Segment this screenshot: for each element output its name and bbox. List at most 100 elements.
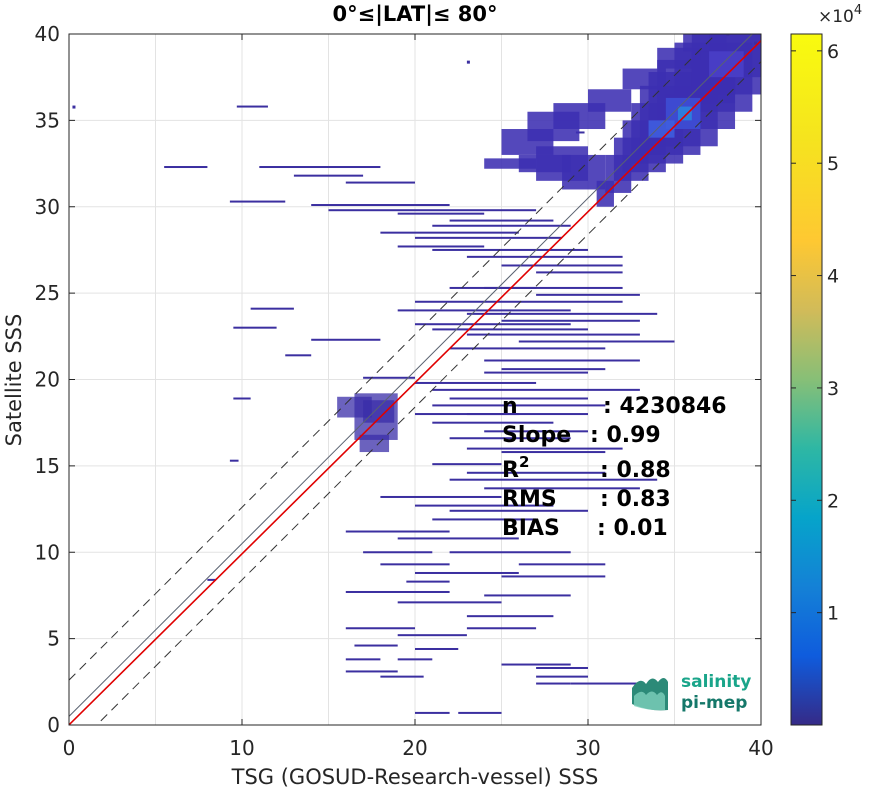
data-streak	[345, 590, 450, 593]
data-streak	[536, 682, 571, 685]
x-tick-label: 10	[229, 736, 254, 760]
colorbar-tick-label: 6	[827, 41, 839, 63]
data-streak	[397, 537, 519, 540]
data-streak	[397, 601, 502, 604]
salinity-pi-mep-logo: salinity pi-mep	[632, 672, 751, 713]
data-streak	[466, 413, 588, 416]
data-streak	[536, 293, 640, 296]
upper-bound-line	[69, 34, 717, 681]
data-streak	[397, 245, 485, 248]
data-streak	[449, 437, 571, 440]
data-streak	[236, 105, 268, 108]
data-point	[754, 41, 758, 45]
stats-value: : 0.01	[597, 516, 668, 541]
data-streak	[415, 711, 450, 714]
reference-lines	[69, 34, 761, 725]
y-tick-label: 30	[35, 195, 60, 219]
data-streak	[259, 166, 381, 169]
stats-label: n	[502, 394, 518, 419]
data-streak	[484, 286, 623, 289]
stats-value: : 0.99	[590, 423, 661, 448]
data-streak	[536, 666, 588, 669]
data-streak	[449, 478, 658, 481]
y-tick-label: 40	[35, 22, 60, 46]
data-streak	[432, 328, 588, 331]
data-streak	[415, 571, 519, 574]
data-streak	[466, 255, 623, 258]
sparse-cluster	[337, 393, 398, 453]
data-streak	[229, 459, 239, 462]
data-streak	[501, 368, 606, 371]
stats-value: : 0.83	[600, 487, 671, 512]
x-axis-ticks: 0 10 20 30 40	[63, 34, 774, 760]
stats-label: Slope	[502, 423, 571, 448]
data-streak	[466, 333, 640, 336]
data-streak	[466, 447, 623, 450]
data-streak	[345, 181, 415, 184]
data-streak	[518, 563, 606, 566]
data-streak	[397, 212, 485, 215]
horizontal-streaks	[164, 105, 675, 714]
data-streak	[380, 563, 450, 566]
data-point	[72, 105, 76, 109]
data-streak	[466, 627, 537, 630]
density-cell	[657, 47, 701, 69]
colorbar-tick-label: 2	[827, 490, 839, 512]
isolated-points	[72, 34, 758, 109]
data-streak	[501, 264, 623, 267]
data-streak	[285, 354, 312, 357]
data-streak	[466, 615, 554, 618]
data-streak	[536, 675, 588, 678]
density-cell	[683, 34, 727, 52]
data-streak	[570, 682, 640, 685]
x-tick-label: 20	[402, 736, 427, 760]
data-streak	[432, 248, 588, 251]
density-cell	[588, 89, 632, 112]
data-streak	[363, 376, 415, 379]
data-streak	[466, 312, 658, 315]
data-streak	[380, 231, 519, 234]
y-tick-label: 15	[35, 454, 60, 478]
data-streak	[415, 300, 623, 303]
data-streak	[354, 644, 398, 647]
data-streak	[233, 326, 277, 329]
density-hotspot	[709, 51, 744, 78]
data-streak	[311, 338, 381, 341]
data-streak	[415, 647, 459, 650]
data-streak	[397, 634, 467, 637]
y-tick-label: 0	[47, 713, 60, 737]
data-streak	[397, 658, 433, 661]
data-streak	[432, 421, 554, 424]
data-streak	[345, 627, 415, 630]
data-streak	[415, 323, 571, 326]
data-streak	[432, 388, 640, 391]
data-streak	[380, 675, 424, 678]
density-cell	[484, 158, 537, 169]
y-tick-label: 20	[35, 368, 60, 392]
data-streak	[501, 319, 640, 322]
density-cell	[359, 434, 390, 453]
data-streak	[501, 663, 571, 666]
data-streak	[458, 711, 502, 714]
grid-lines	[69, 34, 761, 725]
colorbar-tick-label: 3	[827, 378, 839, 400]
data-streak	[484, 371, 588, 374]
data-streak	[345, 658, 381, 661]
x-tick-label: 40	[748, 736, 773, 760]
data-streak	[380, 495, 502, 498]
data-point	[726, 34, 730, 36]
y-tick-label: 5	[47, 627, 60, 651]
stats-label: RMS	[502, 487, 557, 512]
data-streak	[484, 487, 640, 490]
data-streak	[397, 309, 571, 312]
chart-title: 0°≤|LAT|≤ 80°	[332, 2, 497, 27]
data-streak	[293, 174, 364, 177]
data-streak	[501, 575, 606, 578]
logo-text-bottom: pi-mep	[681, 693, 747, 713]
y-tick-label: 25	[35, 281, 60, 305]
y-tick-label: 35	[35, 108, 60, 132]
data-streak	[501, 451, 606, 454]
data-streak	[164, 166, 208, 169]
data-point	[466, 60, 470, 64]
